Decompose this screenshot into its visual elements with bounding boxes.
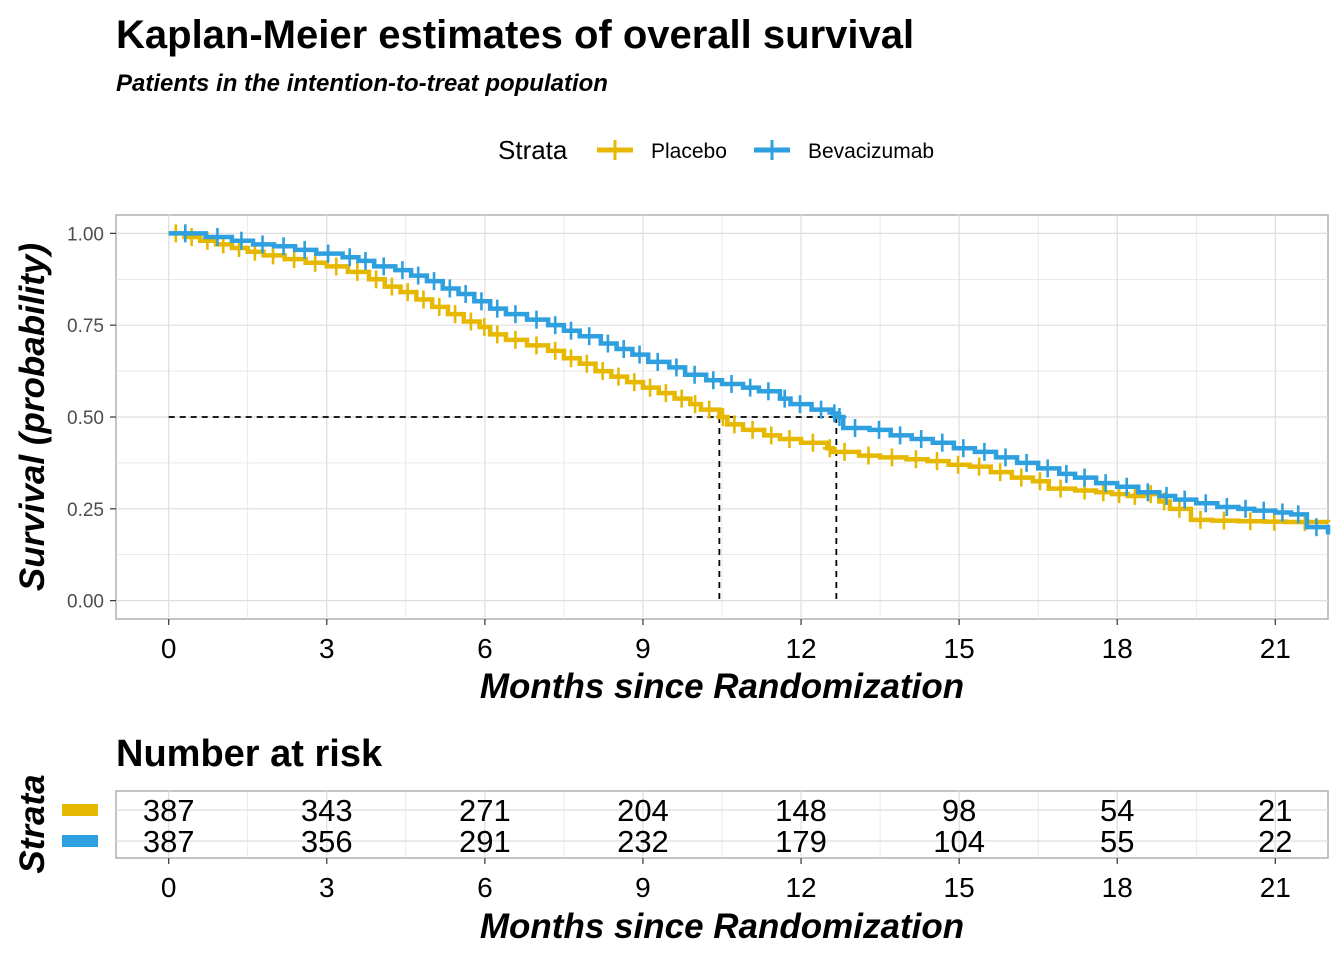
risk-table-title: Number at risk: [116, 733, 383, 775]
risk-y-axis-label: Strata: [13, 774, 52, 873]
risk-count-bevacizumab: 232: [617, 824, 669, 859]
risk-strata-keys: [62, 804, 98, 847]
chart-title: Kaplan-Meier estimates of overall surviv…: [116, 13, 914, 57]
x-tick-label: 15: [944, 633, 975, 664]
x-tick-label: 12: [785, 633, 816, 664]
risk-count-bevacizumab: 179: [775, 824, 827, 859]
risk-x-axis-ticks: 0 3 6 9 12 15 18 21: [161, 858, 1291, 903]
y-axis-label: Survival (probability): [13, 243, 52, 591]
x-axis-ticks: 0 3 6 9 12 15 18 21: [161, 619, 1291, 664]
y-tick-label: 0.75: [67, 316, 104, 337]
risk-x-tick-label: 12: [785, 872, 816, 903]
risk-count-placebo: 343: [301, 793, 353, 828]
x-axis-label: Months since Randomization: [480, 667, 964, 706]
x-tick-label: 0: [161, 633, 177, 664]
risk-key-bevacizumab: [62, 835, 98, 847]
y-axis-ticks: 0.00 0.25 0.50 0.75 1.00: [67, 224, 116, 613]
risk-x-tick-label: 6: [477, 872, 493, 903]
risk-count-placebo: 387: [143, 793, 195, 828]
risk-count-bevacizumab: 104: [933, 824, 985, 859]
risk-grid-lines: [116, 791, 1328, 858]
x-tick-label: 3: [319, 633, 335, 664]
legend-key-placebo: [597, 140, 633, 160]
x-tick-label: 21: [1260, 633, 1291, 664]
risk-count-bevacizumab: 22: [1258, 824, 1292, 859]
x-tick-label: 9: [635, 633, 651, 664]
risk-x-tick-label: 21: [1260, 872, 1291, 903]
median-lines: [168, 416, 838, 601]
risk-key-placebo: [62, 804, 98, 816]
legend-key-bevacizumab: [754, 140, 790, 160]
x-tick-label: 6: [477, 633, 493, 664]
risk-x-tick-label: 18: [1102, 872, 1133, 903]
risk-x-tick-label: 0: [161, 872, 177, 903]
y-tick-label: 1.00: [67, 224, 104, 245]
y-tick-label: 0.25: [67, 500, 104, 521]
risk-x-axis-label: Months since Randomization: [480, 907, 964, 946]
legend-label-bevacizumab: Bevacizumab: [808, 140, 934, 163]
risk-counts: 387 343 271 204 148 98 54 21 387 356 291 232 179 104 5…: [143, 793, 1293, 859]
risk-count-placebo: 54: [1100, 793, 1134, 828]
risk-x-tick-label: 15: [944, 872, 975, 903]
risk-count-bevacizumab: 55: [1100, 824, 1134, 859]
risk-count-bevacizumab: 356: [301, 824, 353, 859]
x-tick-label: 18: [1102, 633, 1133, 664]
plot-panel: 0.00 0.25 0.50 0.75 1.00 0 3 6 9 12 15 18 21 Surviv…: [13, 214, 1331, 706]
risk-count-bevacizumab: 291: [459, 824, 511, 859]
chart-subtitle: Patients in the intention-to-treat popul…: [116, 70, 608, 97]
legend-title: Strata: [498, 135, 568, 165]
survival-curves: [168, 224, 1331, 537]
legend: Strata Placebo Bevacizumab: [498, 135, 934, 165]
legend-label-placebo: Placebo: [651, 140, 727, 163]
risk-count-placebo: 21: [1258, 793, 1292, 828]
risk-count-placebo: 148: [775, 793, 827, 828]
risk-count-placebo: 98: [942, 793, 976, 828]
risk-x-tick-label: 3: [319, 872, 335, 903]
risk-count-placebo: 204: [617, 793, 669, 828]
grid-lines: [116, 215, 1328, 619]
risk-count-placebo: 271: [459, 793, 511, 828]
y-tick-label: 0.00: [67, 592, 104, 613]
risk-x-tick-label: 9: [635, 872, 651, 903]
risk-count-bevacizumab: 387: [143, 824, 195, 859]
series-bevacizumab: [168, 224, 1331, 537]
y-tick-label: 0.50: [67, 408, 104, 429]
